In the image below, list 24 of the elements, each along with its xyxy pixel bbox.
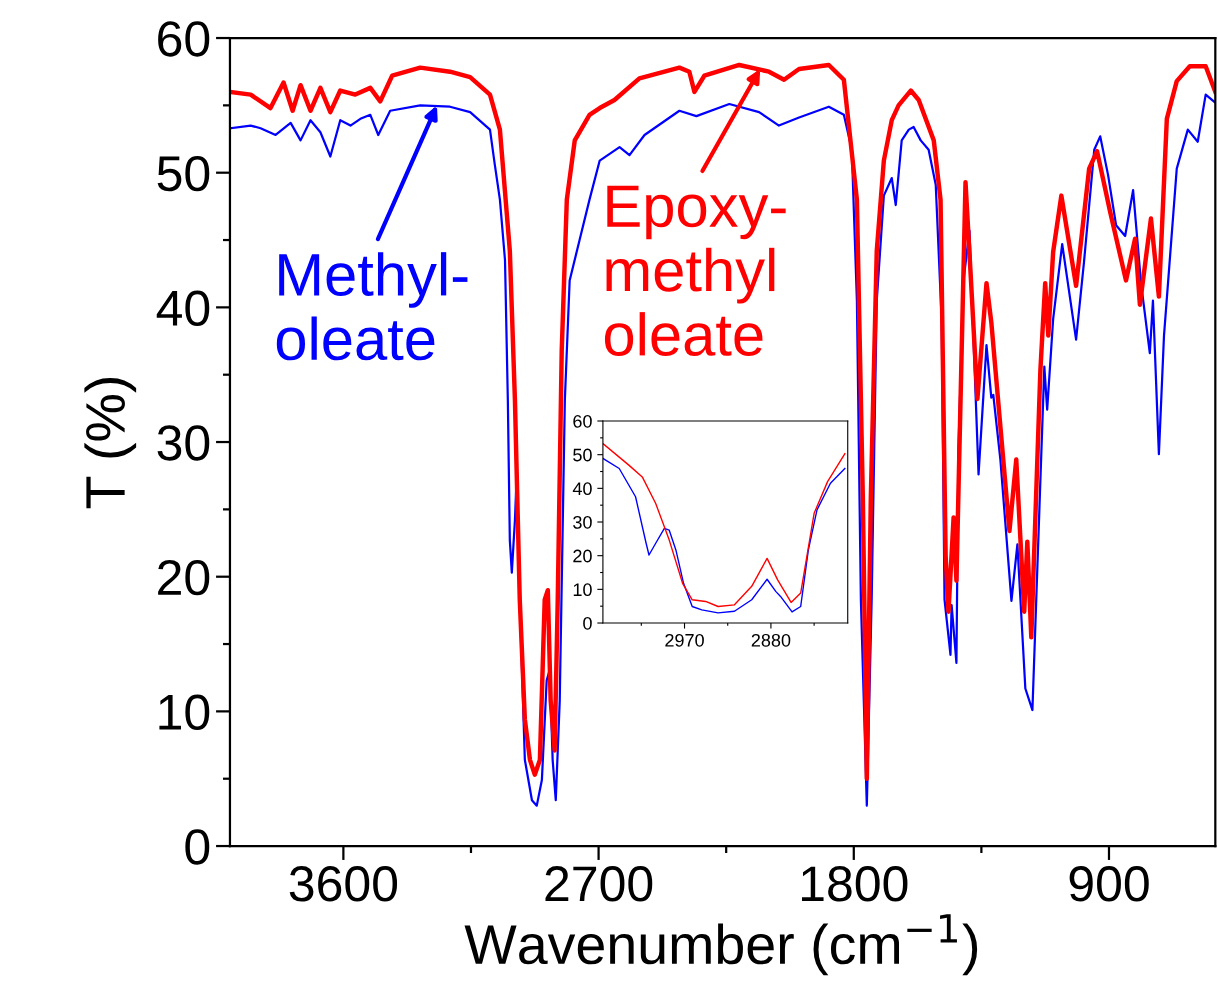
- y-tick-label: 20: [158, 559, 210, 596]
- x-tick-label: 2880: [751, 633, 791, 647]
- annotation: Epoxy- methyl oleate: [604, 185, 786, 356]
- x-axis-title: Wavenumber (cm$^{−1}$): [464, 914, 978, 976]
- y-tick-label: 20: [573, 549, 592, 563]
- annotation: Methyl- oleate: [276, 252, 468, 361]
- y-tick-label: 40: [156, 290, 210, 326]
- y-tick-label: 10: [159, 694, 210, 730]
- y-tick-label: 0: [583, 616, 592, 630]
- y-tick-label: 40: [572, 482, 592, 496]
- x-tick-label: 2970: [665, 633, 704, 647]
- y-tick-label: 50: [573, 448, 592, 462]
- y-tick-label: 60: [573, 414, 592, 428]
- y-tick-label: 10: [573, 583, 592, 597]
- y-tick-label: 30: [573, 515, 592, 529]
- x-tick-label: 1800: [801, 866, 908, 902]
- y-tick-label: 60: [158, 21, 210, 57]
- x-tick-label: 2700: [545, 866, 653, 902]
- y-tick-label: 50: [157, 155, 210, 192]
- y-tick-label: 30: [157, 425, 210, 461]
- x-tick-label: 3600: [289, 866, 398, 902]
- y-tick-label: 0: [185, 829, 210, 865]
- x-tick-label: 900: [1069, 866, 1149, 902]
- y-axis-title: T (%): [84, 378, 137, 509]
